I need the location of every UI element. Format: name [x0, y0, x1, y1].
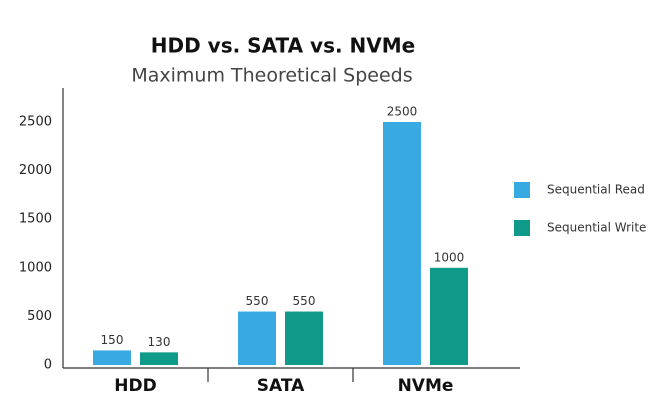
data-label: 1000	[434, 250, 465, 264]
bar	[238, 311, 276, 365]
legend-swatch	[514, 220, 530, 236]
data-label: 550	[246, 294, 269, 308]
y-tick-label: 2500	[19, 115, 52, 130]
x-tick-label: NVMe	[398, 376, 454, 396]
y-tick-label: 1500	[19, 212, 52, 227]
data-label: 150	[101, 333, 124, 347]
y-tick-label: 2000	[19, 163, 52, 178]
data-label: 130	[148, 335, 171, 349]
x-tick-label: HDD	[114, 376, 156, 396]
y-tick-label: 500	[27, 309, 52, 324]
x-tick-label: SATA	[257, 376, 305, 396]
legend-label: Sequential Read	[547, 183, 645, 197]
data-label: 2500	[387, 105, 418, 119]
chart-title: HDD vs. SATA vs. NVMe	[151, 34, 415, 58]
bar	[93, 350, 131, 365]
y-tick-label: 1000	[19, 260, 52, 275]
legend-swatch	[514, 182, 530, 198]
bar	[383, 122, 421, 365]
bar	[140, 352, 178, 365]
y-tick-label: 0	[44, 358, 52, 373]
bar	[430, 267, 468, 365]
legend-label: Sequential Write	[547, 221, 646, 235]
chart-subtitle: Maximum Theoretical Speeds	[131, 65, 412, 87]
data-label: 550	[293, 294, 316, 308]
bar	[285, 311, 323, 365]
